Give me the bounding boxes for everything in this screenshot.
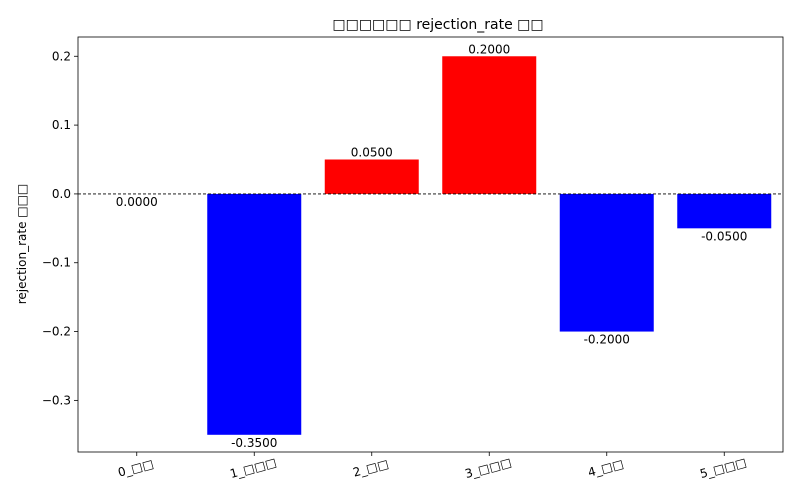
x-tick-label-1: 1_□□□ xyxy=(228,455,278,481)
bar-4 xyxy=(559,193,654,332)
plot-frame xyxy=(77,36,784,453)
x-tick-label-3: 3_□□□ xyxy=(463,455,513,481)
data-label-1: -0.3500 xyxy=(231,436,277,450)
x-tick-label-2: 2_□□ xyxy=(351,457,390,480)
x-tick-label-5: 5_□□□ xyxy=(698,455,748,481)
bar-3 xyxy=(442,56,537,194)
data-label-0: 0.0000 xyxy=(116,195,158,209)
data-label-5: -0.0500 xyxy=(701,229,747,243)
y-tick-label-4: 0.1 xyxy=(52,118,71,132)
bar-5 xyxy=(677,193,772,229)
data-label-4: -0.2000 xyxy=(584,333,630,347)
y-axis-label: rejection_rate □□□ xyxy=(15,184,29,305)
y-tick-label-0: −0.3 xyxy=(42,393,71,407)
data-label-3: 0.2000 xyxy=(468,42,510,56)
chart-title: □□□□□□ rejection_rate □□ xyxy=(332,17,543,33)
bar-2 xyxy=(324,159,419,194)
x-tick-label-4: 4_□□ xyxy=(586,457,625,480)
y-tick-label-3: 0.0 xyxy=(52,187,71,201)
data-label-2: 0.0500 xyxy=(351,146,393,160)
y-tick-label-1: −0.2 xyxy=(42,325,71,339)
y-tick-label-5: 0.2 xyxy=(52,49,71,63)
plot-area: 0.0000 -0.3500 0.0500 0.2000 -0.2000 -0.0500 −… xyxy=(42,36,784,481)
bar-1 xyxy=(207,193,302,435)
y-tick-label-2: −0.1 xyxy=(42,256,71,270)
x-tick-label-0: 0_□□ xyxy=(116,457,155,480)
